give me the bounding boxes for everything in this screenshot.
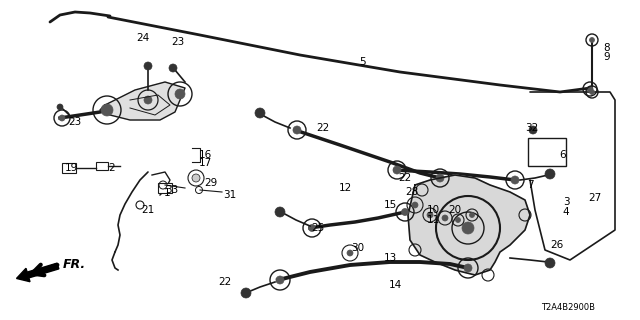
Polygon shape — [100, 82, 185, 120]
Text: 2: 2 — [109, 163, 115, 173]
Circle shape — [511, 176, 519, 184]
Circle shape — [241, 288, 251, 298]
FancyBboxPatch shape — [62, 163, 76, 173]
Circle shape — [308, 225, 316, 231]
Circle shape — [347, 250, 353, 256]
Text: 31: 31 — [223, 190, 237, 200]
Circle shape — [144, 96, 152, 104]
Text: 12: 12 — [339, 183, 351, 193]
Text: 28: 28 — [405, 187, 419, 197]
FancyArrow shape — [17, 263, 59, 282]
Circle shape — [589, 90, 595, 94]
Circle shape — [57, 104, 63, 110]
Text: 29: 29 — [204, 178, 218, 188]
Text: 22: 22 — [316, 123, 330, 133]
Circle shape — [462, 222, 474, 234]
Text: 22: 22 — [398, 173, 412, 183]
Circle shape — [589, 37, 595, 43]
Circle shape — [587, 86, 593, 92]
Circle shape — [275, 207, 285, 217]
Text: 32: 32 — [525, 123, 539, 133]
Text: FR.: FR. — [63, 259, 86, 271]
Polygon shape — [408, 175, 530, 275]
Circle shape — [293, 126, 301, 134]
Text: 20: 20 — [449, 205, 461, 215]
Circle shape — [464, 264, 472, 272]
Circle shape — [412, 202, 418, 208]
Text: 15: 15 — [383, 200, 397, 210]
Text: 24: 24 — [136, 33, 150, 43]
Circle shape — [276, 276, 284, 284]
Text: 10: 10 — [426, 205, 440, 215]
Text: 21: 21 — [141, 205, 155, 215]
Circle shape — [442, 215, 448, 221]
Circle shape — [545, 169, 555, 179]
Text: 22: 22 — [218, 277, 232, 287]
Text: 1: 1 — [164, 188, 170, 198]
Text: 11: 11 — [426, 215, 440, 225]
Circle shape — [255, 108, 265, 118]
Circle shape — [192, 174, 200, 182]
Circle shape — [393, 166, 401, 174]
Text: 17: 17 — [198, 158, 212, 168]
FancyBboxPatch shape — [158, 183, 172, 193]
Text: 13: 13 — [383, 253, 397, 263]
Text: 5: 5 — [360, 57, 366, 67]
Text: 23: 23 — [172, 37, 184, 47]
Text: T2A4B2900B: T2A4B2900B — [541, 303, 595, 312]
Circle shape — [529, 126, 537, 134]
FancyBboxPatch shape — [528, 138, 566, 166]
Circle shape — [169, 64, 177, 72]
Circle shape — [427, 212, 433, 218]
Circle shape — [470, 212, 474, 218]
Circle shape — [144, 62, 152, 70]
Text: 26: 26 — [550, 240, 564, 250]
Text: 19: 19 — [65, 163, 77, 173]
FancyBboxPatch shape — [96, 162, 108, 170]
Text: 33: 33 — [165, 185, 179, 195]
Text: 8: 8 — [604, 43, 611, 53]
Circle shape — [175, 89, 185, 99]
Text: 30: 30 — [351, 243, 365, 253]
Circle shape — [401, 209, 408, 215]
Circle shape — [59, 115, 65, 121]
Text: 6: 6 — [560, 150, 566, 160]
Text: 16: 16 — [198, 150, 212, 160]
Circle shape — [101, 104, 113, 116]
Text: 4: 4 — [563, 207, 570, 217]
Text: 27: 27 — [588, 193, 602, 203]
Text: 7: 7 — [527, 180, 533, 190]
Text: 3: 3 — [563, 197, 570, 207]
Text: 25: 25 — [312, 223, 324, 233]
Text: 23: 23 — [68, 117, 82, 127]
Text: 9: 9 — [604, 52, 611, 62]
Text: 14: 14 — [388, 280, 402, 290]
Circle shape — [545, 258, 555, 268]
Circle shape — [436, 174, 444, 182]
Circle shape — [456, 218, 461, 222]
